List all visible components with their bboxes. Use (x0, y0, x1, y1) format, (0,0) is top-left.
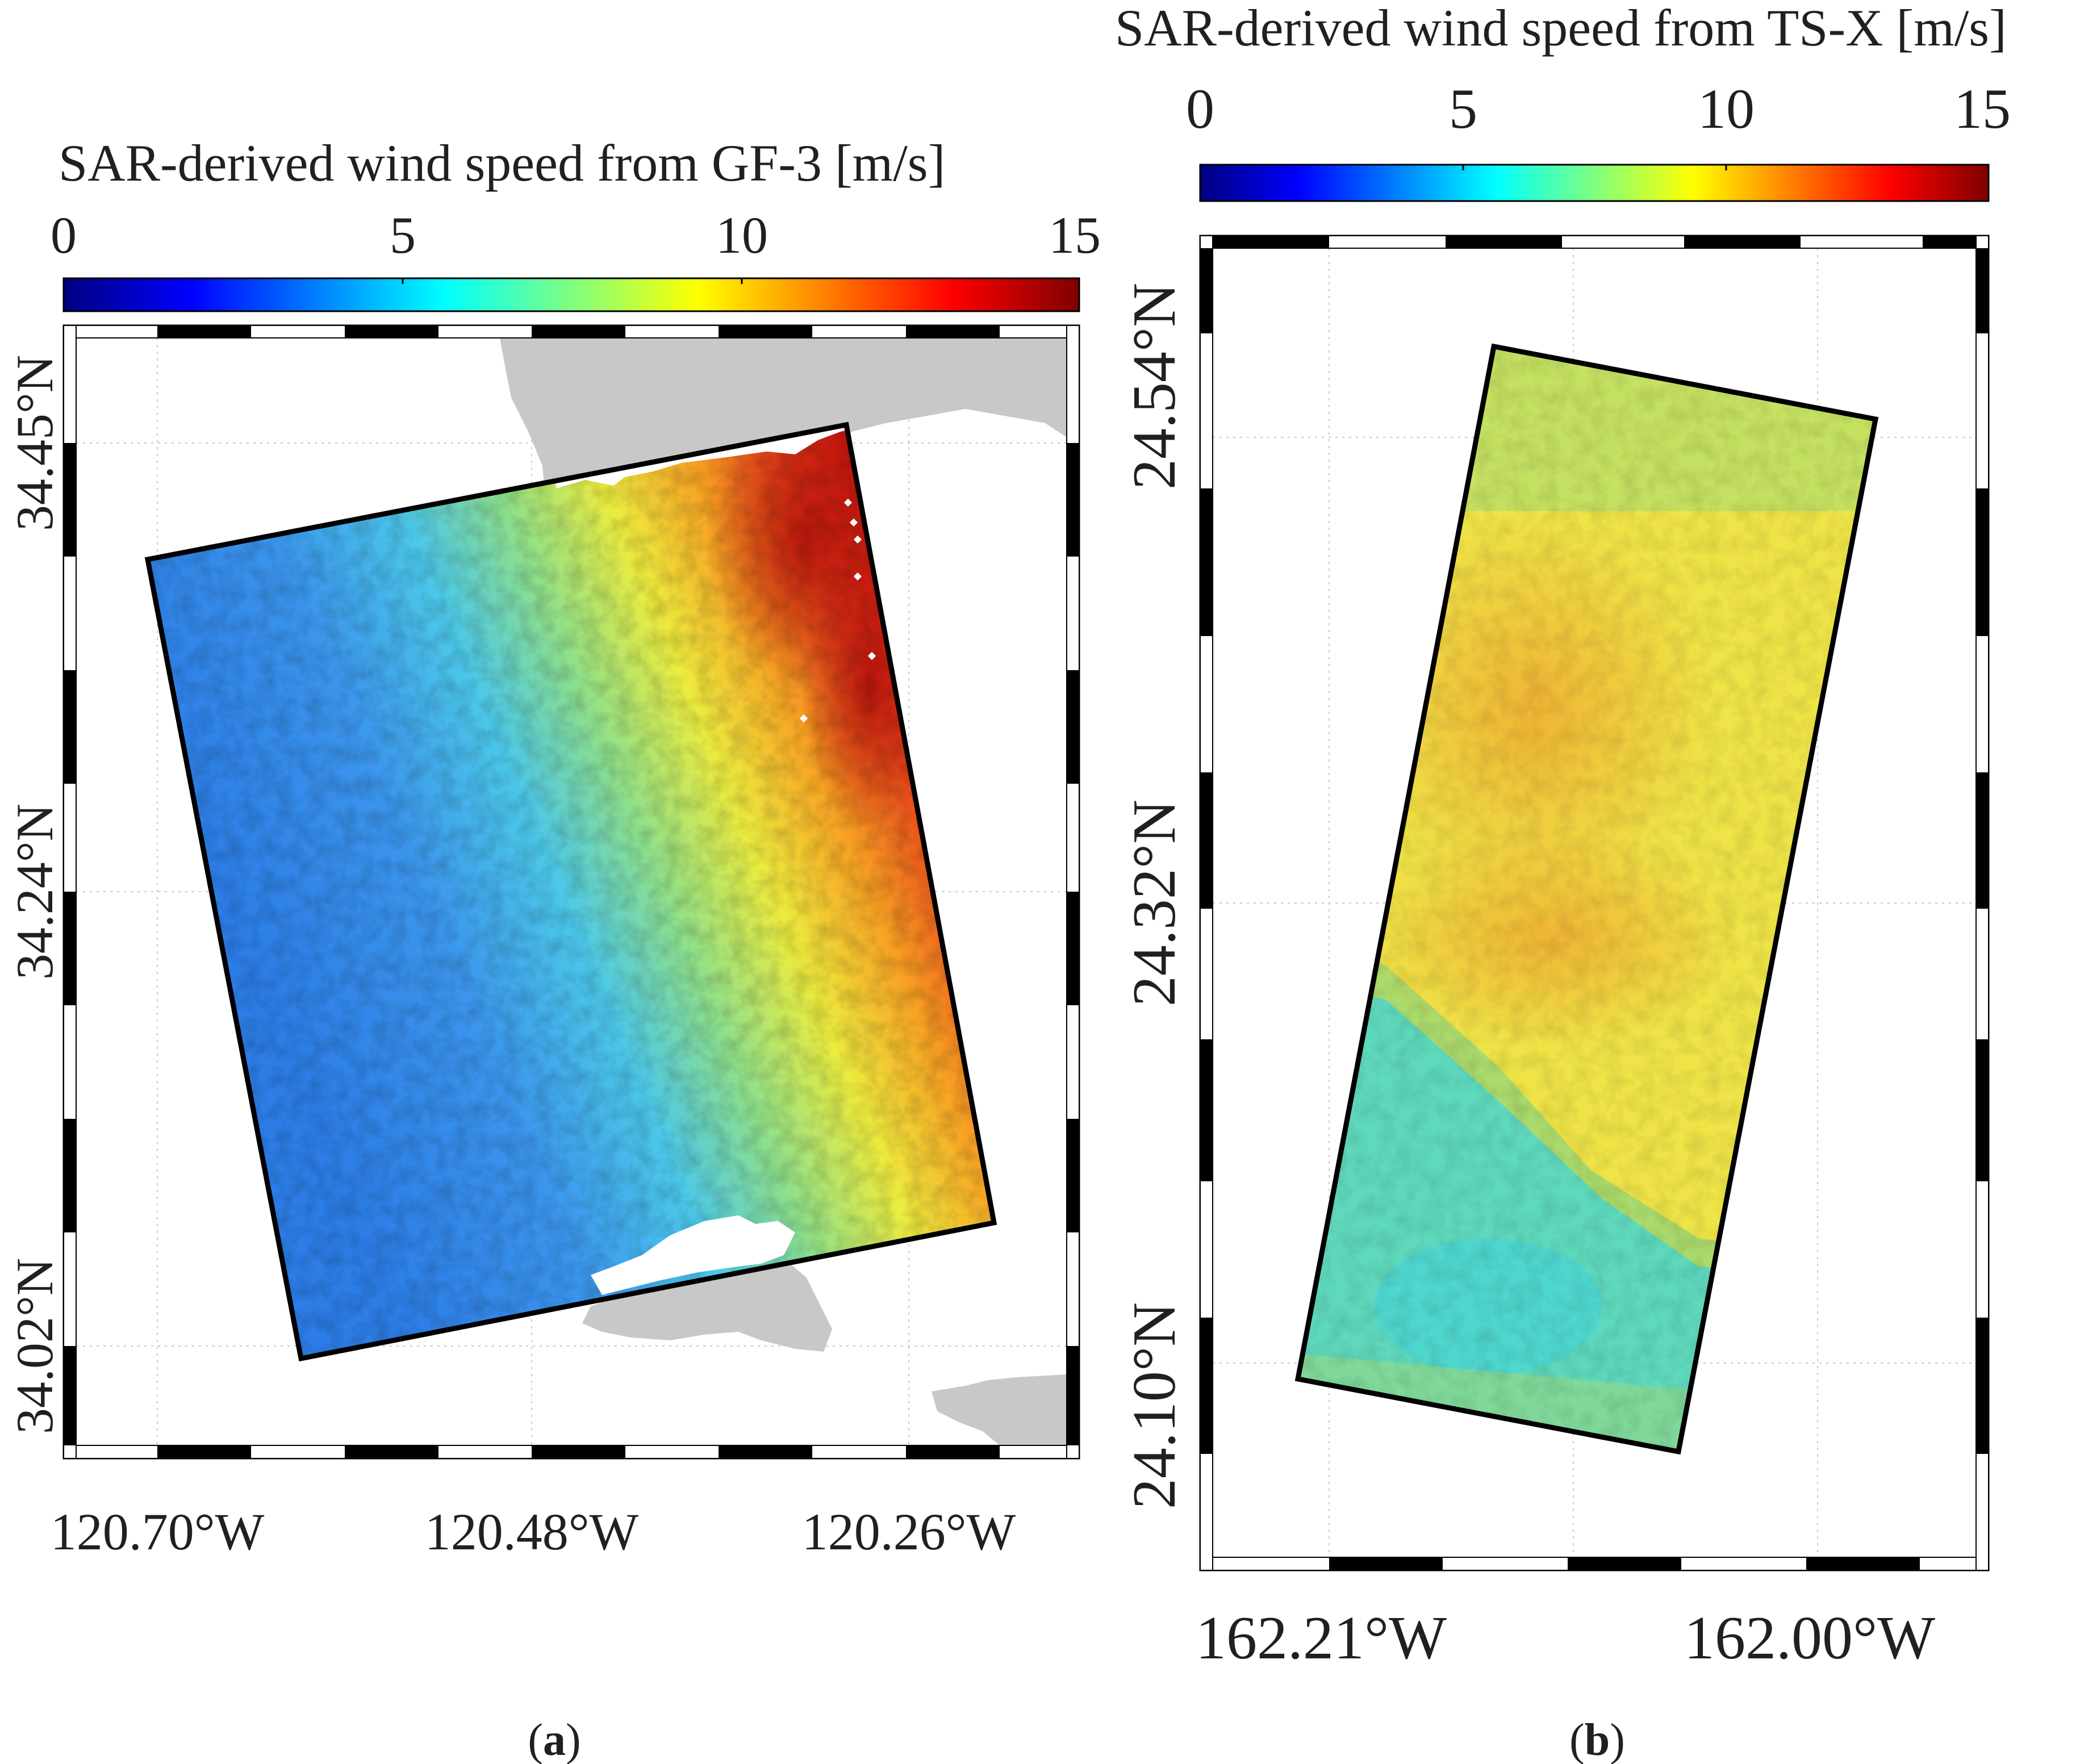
panel-b-caption: (b) (1569, 1715, 1625, 1764)
gf3-swath-outline (144, 421, 997, 1362)
panel-a: SAR-derived wind speed from GF-3 [m/s] 0… (6, 134, 1101, 1764)
lon-label-a: 120.26°W (802, 1503, 1016, 1561)
colorbar-b-tick: 10 (1698, 77, 1755, 140)
colorbar-b-ticks: 0 5 10 15 (1186, 77, 2011, 140)
colorbar-b-tickmarks (1462, 165, 1727, 170)
lon-label-a: 120.70°W (51, 1503, 265, 1561)
colorbar-b (1199, 164, 1990, 202)
lon-label-b: 162.21°W (1196, 1604, 1447, 1672)
land-a-southeast (932, 1374, 1067, 1445)
lat-label-a: 34.02°N (6, 1258, 64, 1434)
colorbar-a-title: SAR-derived wind speed from GF-3 [m/s] (59, 134, 945, 192)
lat-label-a: 34.24°N (6, 804, 64, 980)
lon-label-a: 120.48°W (425, 1503, 639, 1561)
land-a-south (582, 1255, 832, 1352)
colorbar-b-tick: 15 (1954, 77, 2011, 140)
map-a-border (62, 324, 1080, 1460)
lat-label-b: 24.10°N (1121, 1302, 1188, 1509)
tsx-swath-outline (1294, 343, 1879, 1455)
colorbar-b-tick: 0 (1186, 77, 1214, 140)
panel-a-caption: (a) (528, 1715, 580, 1764)
colorbar-a-ticks: 0 5 10 15 (51, 206, 1101, 264)
colorbar-b-tick: 5 (1449, 77, 1477, 140)
lat-label-b: 24.32°N (1121, 800, 1188, 1006)
colorbar-a-tick: 10 (716, 206, 768, 264)
land-a-north (500, 338, 1067, 500)
lat-label-b: 24.54°N (1121, 283, 1188, 490)
colorbar-b-title: SAR-derived wind speed from TS-X [m/s] (1115, 0, 2007, 57)
colorbar-a-tick: 15 (1049, 206, 1101, 264)
colorbar-a-tickmarks (402, 278, 743, 284)
colorbar-a-tick: 5 (390, 206, 416, 264)
lon-label-b: 162.00°W (1684, 1604, 1935, 1672)
panel-b: SAR-derived wind speed from TS-X [m/s] 0… (1115, 0, 2011, 1764)
map-b-border (1199, 235, 1990, 1571)
lat-label-a: 34.45°N (6, 355, 64, 531)
colorbar-a-tick: 0 (51, 206, 77, 264)
colorbar-a (62, 277, 1080, 312)
